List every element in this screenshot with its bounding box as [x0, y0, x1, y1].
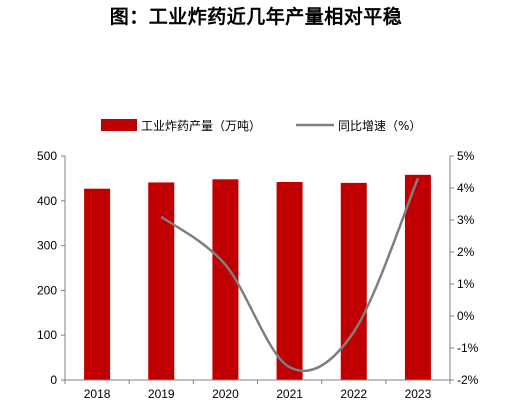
bar-2018	[84, 188, 111, 380]
x-tick-label: 2023	[405, 387, 432, 401]
bar-2019	[148, 182, 175, 380]
left-tick-label: 0	[50, 373, 57, 387]
right-tick-label: 1%	[457, 277, 475, 291]
left-tick-label: 100	[37, 328, 57, 342]
bar-2022	[340, 182, 367, 380]
chart-title: 图：工业炸药近几年产量相对平稳	[109, 6, 403, 28]
right-tick-label: 2%	[457, 245, 475, 259]
x-tick-label: 2019	[148, 387, 175, 401]
x-tick-label: 2022	[340, 387, 367, 401]
legend-bar-swatch	[101, 119, 137, 131]
x-tick-label: 2018	[84, 387, 111, 401]
x-tick-label: 2021	[276, 387, 303, 401]
right-tick-label: 4%	[457, 181, 475, 195]
left-tick-label: 400	[37, 194, 57, 208]
right-tick-label: 3%	[457, 213, 475, 227]
legend-bar-label: 工业炸药产量（万吨）	[141, 119, 261, 133]
bar-2021	[276, 181, 303, 380]
legend-line-label: 同比增速（%）	[338, 119, 421, 133]
right-tick-label: -2%	[457, 373, 479, 387]
right-tick-label: 0%	[457, 309, 475, 323]
right-tick-label: -1%	[457, 341, 479, 355]
left-tick-label: 200	[37, 283, 57, 297]
bar-2023	[404, 174, 431, 380]
right-tick-label: 5%	[457, 149, 475, 163]
x-tick-label: 2020	[212, 387, 239, 401]
left-tick-label: 300	[37, 239, 57, 253]
left-tick-label: 500	[37, 149, 57, 163]
